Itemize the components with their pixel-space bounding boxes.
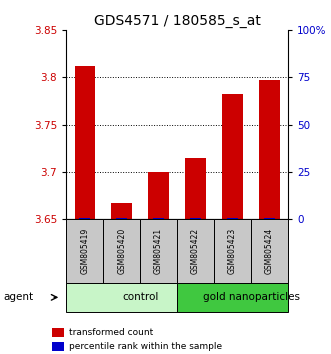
Bar	[74, 66, 95, 219]
Bar	[185, 158, 206, 219]
Bar	[66, 283, 177, 312]
Text: GSM805422: GSM805422	[191, 228, 200, 274]
Bar	[140, 219, 177, 283]
Text: GSM805421: GSM805421	[154, 228, 163, 274]
Text: GSM805419: GSM805419	[80, 228, 89, 274]
Bar	[52, 328, 64, 337]
Bar	[264, 218, 275, 219]
Text: gold nanoparticles: gold nanoparticles	[203, 292, 300, 302]
Text: GSM805424: GSM805424	[265, 228, 274, 274]
Bar	[66, 219, 103, 283]
Bar	[214, 219, 251, 283]
Text: GSM805420: GSM805420	[117, 228, 126, 274]
Text: GSM805423: GSM805423	[228, 228, 237, 274]
Bar	[222, 93, 243, 219]
Bar	[190, 218, 201, 219]
Bar	[251, 219, 288, 283]
Bar	[177, 219, 214, 283]
Bar	[79, 218, 90, 219]
Text: transformed count: transformed count	[69, 328, 153, 337]
Text: agent: agent	[3, 292, 33, 302]
Bar	[116, 218, 127, 219]
Bar	[103, 219, 140, 283]
Title: GDS4571 / 180585_s_at: GDS4571 / 180585_s_at	[94, 14, 260, 28]
Text: percentile rank within the sample: percentile rank within the sample	[69, 342, 222, 351]
Bar	[52, 342, 64, 351]
Bar	[259, 80, 280, 219]
Bar	[112, 204, 132, 219]
Bar	[148, 172, 169, 219]
Bar	[227, 218, 238, 219]
Text: control: control	[122, 292, 158, 302]
Bar	[153, 218, 164, 219]
Bar	[177, 283, 288, 312]
